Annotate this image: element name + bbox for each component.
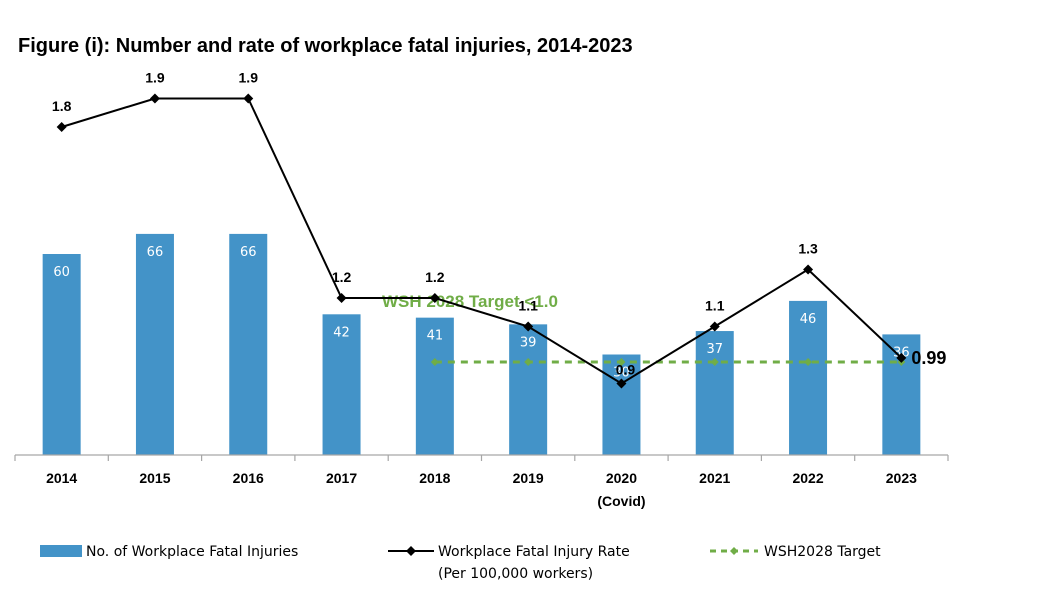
- rate-marker-2021: [709, 321, 720, 332]
- bar-2014: [42, 254, 81, 455]
- tick-label-2020: 2020: [606, 470, 637, 486]
- legend-marker-target: [730, 547, 738, 555]
- bar-2019: [509, 324, 548, 455]
- legend-label-bars: No. of Workplace Fatal Injuries: [86, 544, 298, 560]
- rate-series: 1.8 1.9 1.9 1.2 1.2 1.1 0.9 1.1 1.3 0.99: [52, 70, 946, 389]
- rate-label-2015: 1.9: [145, 70, 165, 86]
- bar-series: 60666642413930374636: [42, 233, 921, 455]
- bar-label-2014: 60: [53, 265, 70, 280]
- legend-marker-rate: [406, 546, 416, 556]
- target-marker-2022: [804, 358, 813, 366]
- bar-2018: [415, 317, 454, 455]
- tick-label-2023: 2023: [886, 470, 917, 486]
- tick-note-2020: (Covid): [597, 493, 645, 509]
- target-marker-2020: [617, 358, 626, 366]
- tick-label-2022: 2022: [792, 470, 823, 486]
- bar-label-2015: 66: [147, 245, 164, 260]
- bar-2015: [135, 233, 174, 455]
- target-marker-2019: [524, 358, 533, 366]
- legend-swatch-bars: [40, 545, 82, 557]
- tick-label-2021: 2021: [699, 470, 730, 486]
- tick-label-2015: 2015: [139, 470, 170, 486]
- bar-label-2018: 41: [427, 329, 444, 344]
- rate-label-2021: 1.1: [705, 298, 725, 314]
- legend-label-rate: Workplace Fatal Injury Rate: [438, 544, 630, 560]
- bar-label-2019: 39: [520, 335, 537, 350]
- rate-line: [61, 97, 903, 385]
- bar-2017: [322, 314, 361, 455]
- rate-marker-2014: [56, 122, 67, 132]
- rate-marker-2016: [243, 93, 254, 104]
- bar-2016: [229, 233, 268, 455]
- tick-label-2019: 2019: [513, 470, 544, 486]
- rate-label-2023: 0.99: [911, 348, 946, 368]
- target-marker-2021: [710, 358, 719, 366]
- tick-label-2017: 2017: [326, 470, 357, 486]
- tick-label-2016: 2016: [233, 470, 264, 486]
- x-axis: 2014 2015 2016 2017 2018 2019 2020 (Covid) 2021 2…: [14, 454, 949, 509]
- target-marker-2018: [430, 358, 439, 366]
- rate-marker-2017: [336, 293, 347, 303]
- bar-label-2022: 46: [800, 312, 817, 327]
- rate-label-2019: 1.1: [518, 298, 538, 314]
- bar-label-2017: 42: [333, 325, 350, 340]
- rate-label-2016: 1.9: [239, 70, 259, 86]
- rate-marker-2020: [616, 378, 627, 389]
- bar-label-2016: 66: [240, 245, 257, 260]
- bar-2020: [602, 354, 641, 455]
- target-annotation: WSH 2028 Target <1.0: [382, 292, 558, 311]
- tick-label-2014: 2014: [46, 470, 77, 486]
- chart-title: Figure (i): Number and rate of workplace…: [18, 35, 633, 57]
- rate-label-2022: 1.3: [798, 241, 818, 257]
- legend-label-rate-line2: (Per 100,000 workers): [438, 566, 593, 582]
- rate-label-2020: 0.9: [616, 362, 636, 378]
- rate-label-2014: 1.8: [52, 98, 72, 114]
- rate-marker-2022: [803, 264, 814, 275]
- tick-label-2018: 2018: [419, 470, 450, 486]
- bar-2021: [695, 331, 734, 455]
- rate-marker-2023: [896, 352, 907, 363]
- bar-2022: [789, 300, 828, 455]
- legend-label-target: WSH2028 Target: [764, 544, 881, 560]
- rate-marker-2018: [429, 293, 440, 303]
- rate-label-2018: 1.2: [425, 269, 445, 285]
- rate-marker-2015: [149, 93, 160, 104]
- rate-marker-2019: [523, 321, 534, 332]
- bar-label-2020: 30: [613, 366, 630, 381]
- bar-label-2021: 37: [706, 342, 723, 357]
- rate-label-2017: 1.2: [332, 269, 352, 285]
- legend: No. of Workplace Fatal Injuries Workplace…: [40, 544, 881, 582]
